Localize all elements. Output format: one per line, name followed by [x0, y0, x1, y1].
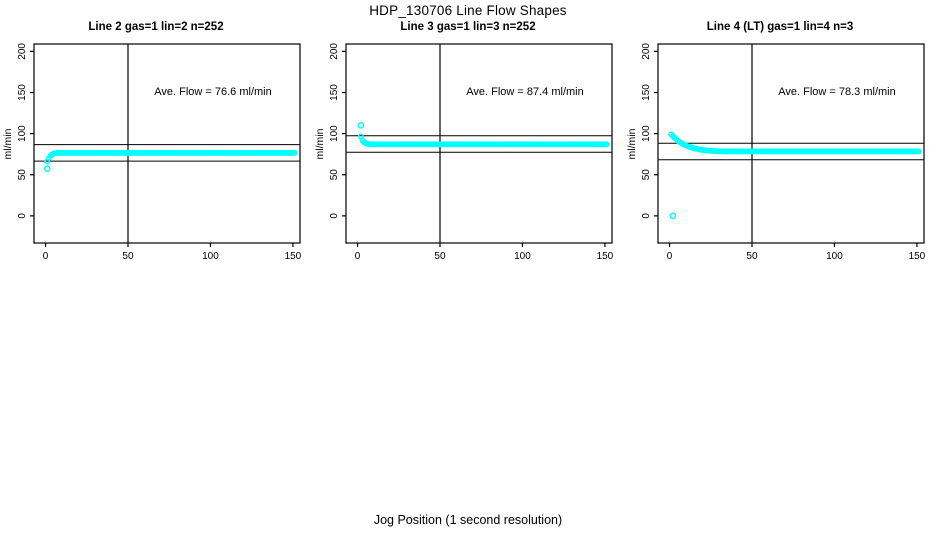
- y-tick-label: 100: [329, 125, 340, 142]
- x-tick-label: 100: [826, 251, 843, 262]
- y-tick-label: 200: [17, 43, 28, 60]
- ave-flow-annotation: Ave. Flow = 76.6 ml/min: [154, 86, 271, 98]
- x-tick-label: 150: [285, 251, 302, 262]
- y-tick-label: 0: [17, 213, 28, 219]
- y-tick-label: 200: [641, 43, 652, 60]
- y-tick-label: 0: [329, 213, 340, 219]
- x-tick-label: 100: [514, 251, 531, 262]
- panel-line4: Line 4 (LT) gas=1 lin=4 n=3 Ave. Flow = …: [624, 18, 936, 270]
- y-axis-label: ml/min: [2, 128, 14, 159]
- x-tick-label: 50: [122, 251, 134, 262]
- y-tick-label: 100: [641, 125, 652, 142]
- panel-line3-title: Line 3 gas=1 lin=3 n=252: [400, 21, 536, 33]
- y-tick-label: 200: [329, 43, 340, 60]
- y-axis-label: ml/min: [314, 128, 326, 159]
- ave-flow-annotation: Ave. Flow = 78.3 ml/min: [778, 86, 895, 98]
- panel-line2: Line 2 gas=1 lin=2 n=252 Ave. Flow = 76.…: [0, 18, 312, 270]
- panel-line4-title: Line 4 (LT) gas=1 lin=4 n=3: [706, 21, 854, 33]
- panel-line3: Line 3 gas=1 lin=3 n=252 Ave. Flow = 87.…: [312, 18, 624, 270]
- x-tick-label: 150: [909, 251, 926, 262]
- y-tick-label: 50: [17, 169, 28, 181]
- scatter-plot-line2: Ave. Flow = 76.6 ml/min ml/min 0 50 100 150…: [2, 43, 302, 262]
- y-axis-label: ml/min: [626, 128, 638, 159]
- x-axis-label: Jog Position (1 second resolution): [373, 513, 563, 527]
- x-tick-label: 0: [43, 251, 49, 262]
- x-tick-label: 0: [355, 251, 361, 262]
- y-tick-label: 50: [329, 169, 340, 181]
- scatter-plot-line4: Ave. Flow = 78.3 ml/min ml/min 0 50 100 150…: [626, 43, 926, 262]
- y-tick-label: 100: [17, 125, 28, 142]
- figure-title: HDP_130706 Line Flow Shapes: [369, 3, 567, 18]
- y-tick-label: 150: [329, 84, 340, 101]
- y-tick-label: 150: [17, 84, 28, 101]
- y-tick-label: 0: [641, 213, 652, 219]
- y-tick-label: 50: [641, 169, 652, 181]
- scatter-plot-line3: Ave. Flow = 87.4 ml/min ml/min 0 50 100 150…: [314, 43, 614, 262]
- x-tick-label: 50: [434, 251, 446, 262]
- panel-line2-title: Line 2 gas=1 lin=2 n=252: [88, 21, 224, 33]
- y-tick-label: 150: [641, 84, 652, 101]
- ave-flow-annotation: Ave. Flow = 87.4 ml/min: [466, 86, 583, 98]
- x-tick-label: 50: [746, 251, 758, 262]
- x-tick-label: 100: [202, 251, 219, 262]
- x-tick-label: 150: [597, 251, 614, 262]
- x-tick-label: 0: [667, 251, 673, 262]
